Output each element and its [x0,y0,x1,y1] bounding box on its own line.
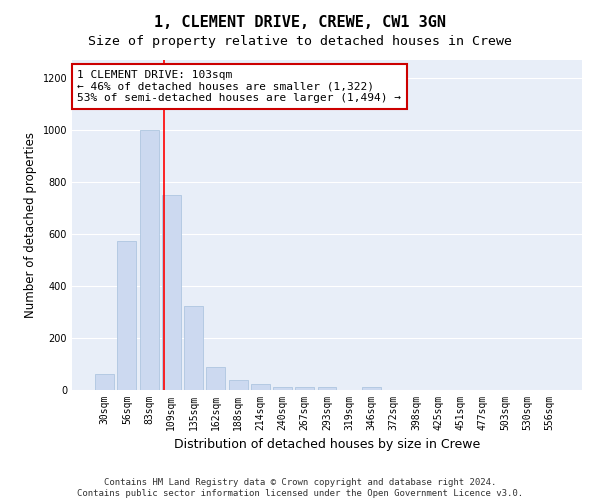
Text: Contains HM Land Registry data © Crown copyright and database right 2024.
Contai: Contains HM Land Registry data © Crown c… [77,478,523,498]
Bar [162,195,181,390]
Text: Size of property relative to detached houses in Crewe: Size of property relative to detached ho… [88,35,512,48]
Bar [95,374,114,390]
Y-axis label: Number of detached properties: Number of detached properties [24,132,37,318]
Bar [317,388,337,390]
Bar [251,384,270,390]
Text: 1, CLEMENT DRIVE, CREWE, CW1 3GN: 1, CLEMENT DRIVE, CREWE, CW1 3GN [154,15,446,30]
X-axis label: Distribution of detached houses by size in Crewe: Distribution of detached houses by size … [174,438,480,452]
Text: 1 CLEMENT DRIVE: 103sqm
← 46% of detached houses are smaller (1,322)
53% of semi: 1 CLEMENT DRIVE: 103sqm ← 46% of detache… [77,70,401,103]
Bar [362,388,381,390]
Bar [118,240,136,390]
Bar [140,130,158,390]
Bar [229,380,248,390]
Bar [206,366,225,390]
Bar [184,306,203,390]
Bar [295,388,314,390]
Bar [273,387,292,390]
